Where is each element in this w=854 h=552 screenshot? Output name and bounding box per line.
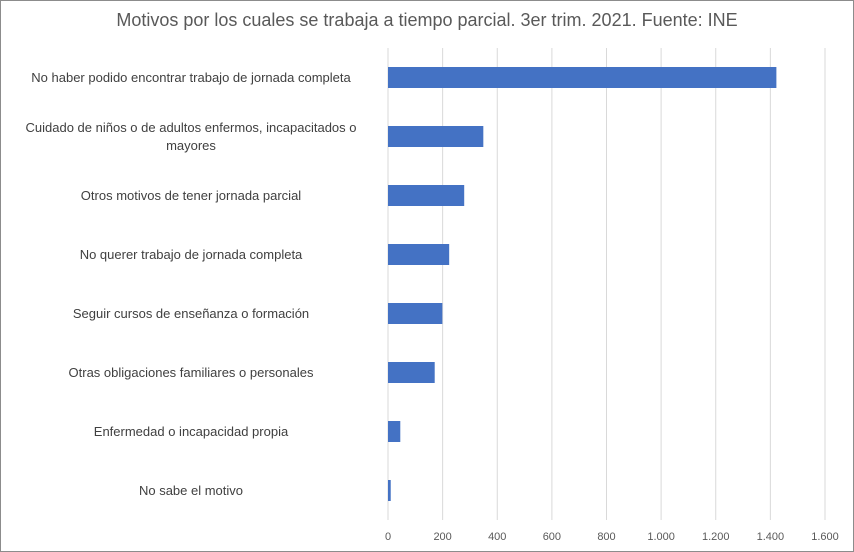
category-label: Otros motivos de tener jornada parcial [80, 187, 302, 203]
bar [388, 244, 450, 265]
x-tick-label: 0 [385, 531, 391, 543]
category-label: No sabe el motivo [138, 482, 244, 498]
bar [388, 362, 435, 383]
bar [388, 67, 777, 88]
bar [388, 421, 401, 442]
bar [388, 185, 465, 206]
x-tick-label: 600 [543, 531, 561, 543]
x-tick-label: 1.400 [757, 531, 785, 543]
category-label: Otras obligaciones familiares o personal… [68, 364, 314, 380]
category-label: Cuidado de niños o de adultos enfermos, … [25, 119, 357, 153]
x-tick-label: 200 [433, 531, 451, 543]
x-tick-label: 1.200 [702, 531, 730, 543]
category-label: No haber podido encontrar trabajo de jor… [31, 69, 351, 85]
x-tick-label: 1.600 [811, 531, 839, 543]
bar [388, 126, 484, 147]
bar [388, 480, 391, 501]
x-tick-label: 800 [597, 531, 615, 543]
category-label: Enfermedad o incapacidad propia [93, 423, 289, 439]
x-tick-label: 400 [488, 531, 506, 543]
chart-title: Motivos por los cuales se trabaja a tiem… [116, 10, 738, 30]
bar [388, 303, 443, 324]
category-label: Seguir cursos de enseñanza o formación [72, 305, 310, 321]
x-tick-label: 1.000 [647, 531, 675, 543]
category-label: No querer trabajo de jornada completa [79, 246, 303, 262]
